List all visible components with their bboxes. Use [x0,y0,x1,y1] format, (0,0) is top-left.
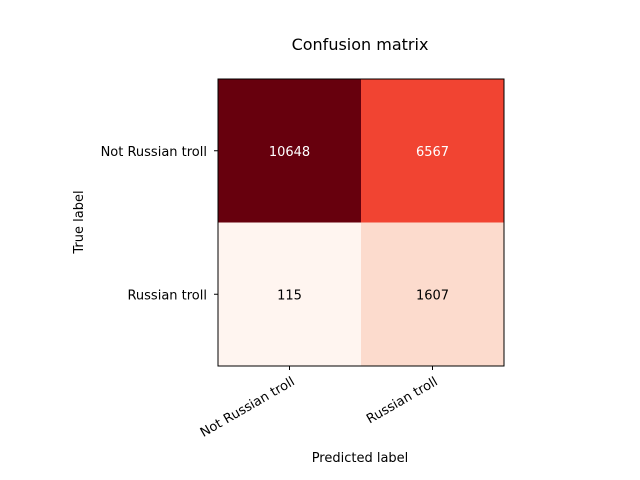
matrix-cell-1-0 [218,222,361,366]
cell-value-label: 115 [277,288,302,303]
y-axis-ticks: Not Russian troll Russian troll [101,145,218,303]
matrix-cell-1-1 [361,222,504,366]
matrix-cells: 10648 6567 115 1607 [218,79,504,366]
matrix-cell-0-0 [218,79,361,223]
x-axis-label: Predicted label [312,451,409,466]
cell-value-label: 10648 [269,145,310,160]
x-tick-label: Not Russian troll [198,374,298,440]
y-tick-label: Russian troll [127,288,207,303]
y-tick-label: Not Russian troll [101,145,207,160]
cell-value-label: 6567 [416,145,449,160]
x-tick-label: Russian troll [364,374,440,427]
plot-frame [217,78,505,367]
x-axis-ticks: Not Russian troll Russian troll [198,366,441,441]
y-axis-label: True label [72,190,87,254]
chart-title: Confusion matrix [292,35,429,54]
cell-value-label: 1607 [416,288,449,303]
matrix-cell-0-1 [361,79,504,223]
